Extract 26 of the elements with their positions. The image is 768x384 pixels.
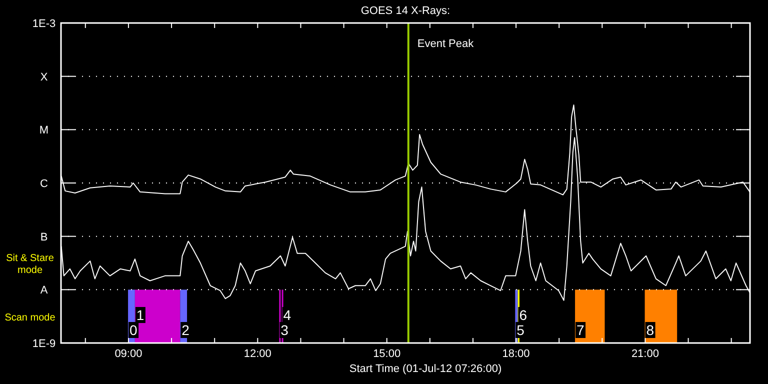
band-label: 4: [283, 307, 292, 323]
y-tick-label: X: [40, 71, 48, 84]
band-label: 8: [646, 322, 654, 338]
band-label: 0: [130, 322, 138, 338]
y-tick-label: C: [40, 178, 48, 190]
chart-title: GOES 14 X-Rays:: [360, 5, 450, 17]
band-label: 6: [519, 307, 528, 323]
x-tick-label: 12:00: [244, 348, 272, 360]
y-tick-label: 1E-9: [32, 338, 56, 350]
text: Sit & Stare mode: [6, 253, 54, 276]
x-axis-title: Start Time (01-Jul-12 07:26:00): [349, 363, 502, 375]
band-label: 1: [136, 307, 144, 323]
y-tick-label: M: [39, 124, 49, 137]
band-label: 7: [576, 322, 585, 338]
x-tick-label: 15:00: [373, 348, 401, 360]
text: Scan mode: [4, 312, 56, 324]
band-label: 3: [280, 322, 289, 338]
band-label: 5: [516, 322, 525, 338]
y-tick-label: 1E-3: [32, 18, 56, 30]
band-label: 2: [182, 322, 190, 338]
x-tick-label: 18:00: [502, 348, 530, 360]
x-tick-label: 09:00: [114, 348, 142, 360]
y-tick-label: B: [40, 231, 48, 244]
x-tick-label: 21:00: [631, 348, 659, 360]
ref-line-label: Event Peak: [417, 38, 474, 50]
y-tick-label: A: [40, 284, 48, 297]
